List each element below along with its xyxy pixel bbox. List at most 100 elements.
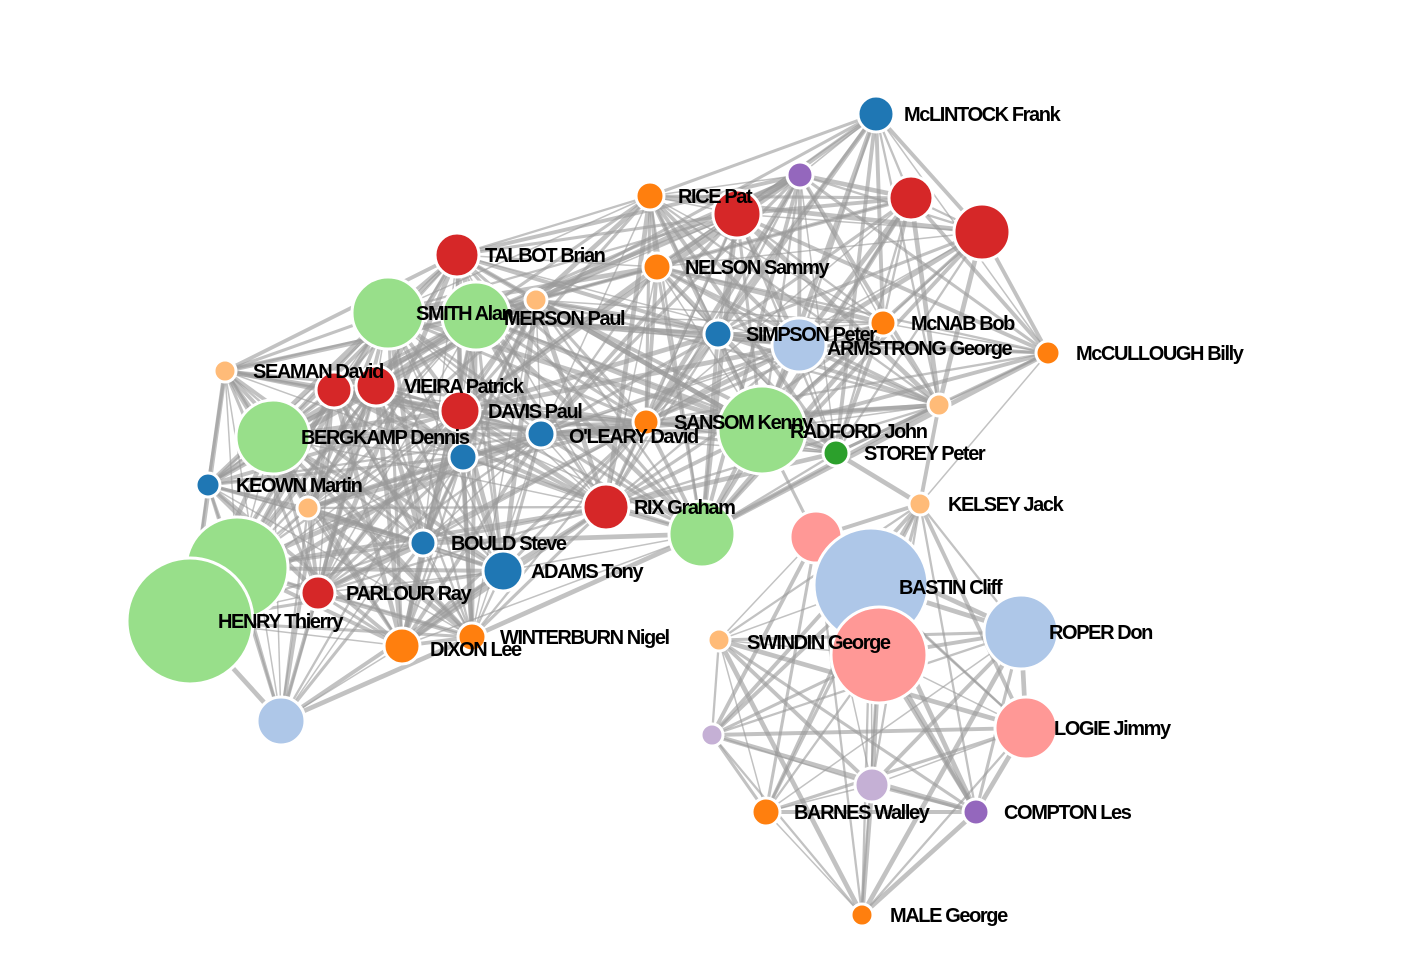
node-label-roper: ROPER Don [1049, 622, 1152, 644]
node-green-rix[interactable] [667, 499, 737, 569]
node-blue-bottom[interactable] [255, 695, 307, 747]
edge [765, 811, 863, 916]
node-davis[interactable] [438, 389, 482, 433]
edge [375, 385, 703, 535]
node-label-bergkamp: BERGKAMP Dennis [301, 427, 470, 449]
node-label-parlour: PARLOUR Ray [346, 583, 473, 605]
edge [765, 631, 1022, 813]
labels-layer: McLINTOCK Frank RICE Pat TALBOT Brian NELSO… [218, 104, 1246, 927]
node-green-sansom[interactable] [716, 384, 808, 476]
node-red-top-c[interactable] [952, 202, 1012, 262]
node-bould[interactable] [408, 528, 438, 558]
node-merson[interactable] [523, 287, 549, 313]
node-label-armstrong: ARMSTRONG George [827, 338, 1013, 360]
node-keown[interactable] [194, 471, 222, 499]
node-logie[interactable] [993, 695, 1059, 761]
edge [736, 213, 983, 233]
node-oleary[interactable] [525, 418, 557, 450]
node-roper[interactable] [982, 593, 1060, 671]
node-parlour[interactable] [299, 574, 337, 612]
node-mclintock[interactable] [856, 94, 896, 134]
edge [710, 536, 818, 736]
edge [307, 420, 647, 510]
node-winterburn[interactable] [456, 621, 488, 653]
edge [307, 410, 461, 509]
node-henry[interactable] [125, 556, 255, 686]
edge [471, 299, 537, 638]
edge [307, 505, 607, 510]
node-label-merson: MERSON Paul [504, 308, 625, 330]
edge [279, 507, 310, 722]
node-blue-small[interactable] [447, 441, 479, 473]
edge [375, 384, 647, 424]
node-rice[interactable] [634, 180, 666, 212]
edge [533, 299, 609, 508]
edge [470, 505, 608, 639]
node-kelsey[interactable] [907, 491, 933, 517]
node-red-top-a[interactable] [711, 188, 763, 240]
node-nelson[interactable] [641, 251, 673, 283]
edge [700, 230, 984, 536]
node-green-mid[interactable] [440, 280, 512, 352]
edge [655, 266, 704, 535]
node-vieira[interactable] [354, 364, 398, 408]
node-purple-top[interactable] [785, 160, 815, 190]
node-lilac-a[interactable] [699, 722, 725, 748]
edge [400, 420, 648, 648]
edge [224, 370, 464, 458]
node-compton[interactable] [961, 797, 991, 827]
edge [315, 254, 460, 594]
edge [271, 253, 459, 439]
node-lilac-b[interactable] [853, 766, 891, 804]
node-storey[interactable] [821, 438, 851, 468]
node-seaman[interactable] [212, 358, 238, 384]
edge [736, 196, 912, 216]
node-label-seaman: SEAMAN David [253, 361, 383, 383]
node-label-logie: LOGIE Jimmy [1054, 718, 1172, 740]
edge [459, 409, 763, 432]
node-rix[interactable] [581, 482, 631, 532]
edge [387, 212, 738, 315]
node-barnes[interactable] [750, 796, 782, 828]
edge [207, 455, 464, 487]
edge [918, 503, 978, 813]
node-swindin[interactable] [706, 627, 732, 653]
node-bergkamp[interactable] [234, 398, 312, 476]
edge [645, 321, 884, 424]
node-label-mcnab: McNAB Bob [911, 313, 1015, 335]
edge [459, 331, 719, 414]
node-sansom[interactable] [631, 407, 661, 437]
node-smith[interactable] [350, 275, 426, 351]
node-label-rice: RICE Pat [678, 186, 753, 208]
node-peach-small[interactable] [295, 495, 321, 521]
node-mccullough[interactable] [1034, 339, 1062, 367]
edge [224, 253, 458, 373]
node-pink-b[interactable] [829, 605, 929, 705]
node-red-seaman[interactable] [314, 370, 354, 410]
node-mcnab[interactable] [868, 308, 898, 338]
edge [401, 533, 703, 647]
node-label-compton: COMPTON Les [1004, 802, 1132, 824]
node-talbot[interactable] [433, 231, 481, 279]
node-red-top-b[interactable] [887, 174, 935, 222]
edge [656, 265, 1049, 355]
edge [648, 194, 801, 347]
edge [859, 630, 1024, 917]
node-male[interactable] [849, 902, 875, 928]
edge [859, 784, 875, 916]
node-label-henry: HENRY Thierry [218, 611, 344, 633]
edge [710, 639, 721, 736]
node-label-nelson: NELSON Sammy [685, 257, 831, 279]
node-radford[interactable] [926, 392, 952, 418]
node-label-adams: ADAMS Tony [531, 561, 644, 583]
node-label-kelsey: KELSEY Jack [948, 494, 1065, 516]
edge [475, 314, 800, 347]
edge [400, 299, 538, 647]
node-adams[interactable] [481, 549, 525, 593]
edge [386, 312, 404, 647]
node-dixon[interactable] [382, 626, 422, 666]
edge [456, 254, 658, 268]
node-label-mclintock: McLINTOCK Frank [904, 104, 1062, 126]
node-simpson[interactable] [702, 318, 734, 350]
node-armstrong[interactable] [770, 316, 828, 374]
